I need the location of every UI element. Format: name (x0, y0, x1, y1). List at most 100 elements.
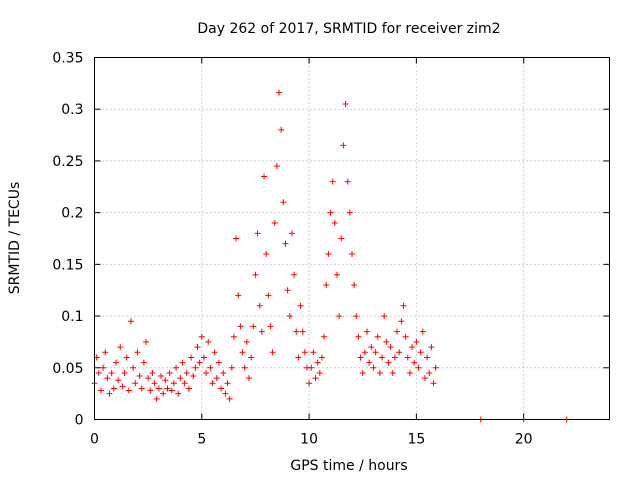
data-point (374, 333, 381, 340)
data-point (192, 364, 199, 371)
data-point (115, 377, 122, 384)
data-point (385, 359, 392, 366)
data-point (351, 282, 358, 289)
data-point (97, 387, 104, 394)
data-point (400, 302, 407, 309)
data-point (248, 354, 255, 361)
data-point (168, 387, 175, 394)
data-point (321, 333, 328, 340)
data-point (331, 219, 338, 226)
data-point (419, 328, 426, 335)
data-point (306, 380, 313, 387)
data-point (132, 380, 139, 387)
data-point (164, 385, 171, 392)
data-point (428, 344, 435, 351)
data-point (323, 282, 330, 289)
data-point (104, 375, 111, 382)
data-point (261, 173, 268, 180)
data-point (211, 349, 218, 356)
data-point (318, 354, 325, 361)
data-point (353, 313, 360, 320)
data-point (233, 235, 240, 242)
data-point (237, 323, 244, 330)
data-point (383, 338, 390, 345)
data-point (409, 344, 416, 351)
data-point (301, 349, 308, 356)
data-point (95, 369, 102, 376)
data-point (222, 390, 229, 397)
data-point (173, 364, 180, 371)
data-point (344, 178, 351, 185)
data-point (293, 328, 300, 335)
data-point (314, 359, 321, 366)
data-point (175, 390, 182, 397)
data-point (402, 333, 409, 340)
data-point (421, 375, 428, 382)
data-point (291, 271, 298, 278)
data-point (125, 387, 132, 394)
data-point (267, 323, 274, 330)
y-tick-label: 0.3 (61, 102, 83, 118)
data-point (276, 89, 283, 96)
data-point (415, 364, 422, 371)
data-point (158, 373, 165, 380)
data-point (140, 359, 147, 366)
data-point (119, 383, 126, 390)
data-point (162, 377, 169, 384)
data-point (396, 349, 403, 356)
data-point (130, 364, 137, 371)
data-point (417, 349, 424, 356)
data-point (424, 354, 431, 361)
data-point (338, 235, 345, 242)
axis-ticks: 0 0.05 0.1 0.15 0.2 0.25 0.3 0.35 0 5 10 15 20 (52, 51, 610, 448)
data-point (349, 251, 355, 258)
y-tick-label: 0.05 (52, 361, 83, 377)
data-point (136, 373, 143, 380)
chart-title: Day 262 of 2017, SRMTID for receiver zim… (197, 21, 500, 37)
data-point (430, 380, 437, 387)
data-point (379, 354, 386, 361)
data-point (366, 359, 373, 366)
data-point (426, 369, 433, 376)
data-point (368, 344, 375, 351)
y-tick-label: 0.25 (52, 154, 83, 170)
data-point (166, 369, 173, 376)
data-point (297, 302, 304, 309)
data-point (200, 354, 207, 361)
data-point (316, 369, 323, 376)
data-point (273, 163, 280, 170)
data-point (269, 349, 276, 356)
x-tick-label: 0 (90, 432, 99, 448)
data-point (404, 354, 411, 361)
data-point (112, 359, 119, 366)
data-point (312, 375, 319, 382)
data-point (228, 364, 235, 371)
data-point (340, 142, 347, 149)
data-point (230, 333, 237, 340)
data-point (359, 369, 366, 376)
x-axis-label: GPS time / hours (290, 458, 407, 474)
data-point (413, 338, 420, 345)
data-point (117, 344, 124, 351)
data-point (235, 292, 242, 299)
x-tick-label: 10 (300, 432, 318, 448)
data-point (387, 344, 394, 351)
data-point (310, 349, 317, 356)
data-point (394, 328, 401, 335)
data-point (299, 328, 306, 335)
data-point (198, 333, 205, 340)
data-point (138, 385, 145, 392)
data-point (389, 369, 396, 376)
data-point (411, 359, 418, 366)
plot-frame (94, 57, 610, 420)
data-point (179, 359, 186, 366)
data-point (398, 318, 405, 325)
data-point (254, 230, 261, 237)
data-point (127, 318, 134, 325)
data-point (185, 385, 192, 392)
data-point (263, 251, 270, 258)
data-point (282, 240, 289, 247)
data-point (342, 101, 349, 108)
data-point (286, 313, 293, 320)
data-point (110, 385, 117, 392)
